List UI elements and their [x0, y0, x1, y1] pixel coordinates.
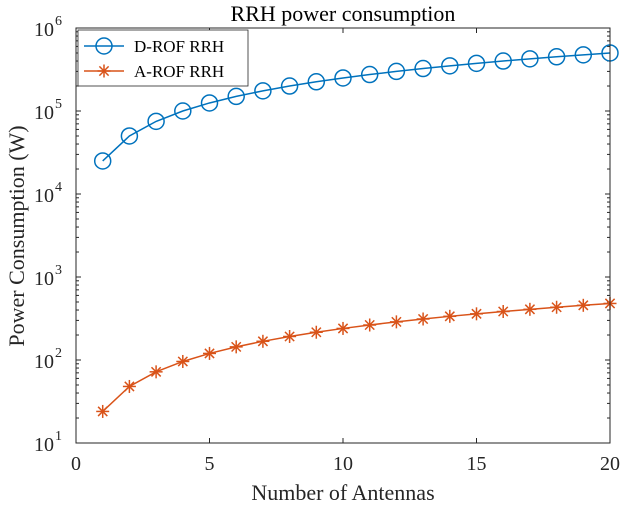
data-point-marker	[93, 152, 112, 170]
data-point-marker	[334, 69, 352, 87]
legend-label: A-ROF RRH	[134, 62, 224, 81]
data-point-marker	[387, 62, 406, 81]
data-point-marker	[309, 325, 323, 339]
data-point-marker	[283, 329, 297, 343]
data-point-marker	[467, 54, 486, 73]
data-point-marker	[97, 64, 111, 78]
data-point-marker	[414, 59, 432, 78]
legend: D-ROF RRH A-ROF RRH	[77, 29, 249, 87]
data-point-marker	[122, 379, 136, 393]
y-tick-label-exponent: 5	[55, 97, 62, 112]
data-point-marker	[360, 65, 379, 84]
series-line	[102, 52, 611, 162]
legend-box	[77, 29, 249, 87]
legend-label: D-ROF RRH	[134, 37, 224, 56]
x-tick-label: 10	[333, 453, 353, 475]
data-point-marker	[363, 318, 377, 332]
data-point-marker	[494, 52, 512, 70]
x-tick-label: 20	[600, 453, 620, 475]
y-tick-label-base: 10	[34, 434, 54, 456]
series-1	[96, 296, 617, 418]
data-point-marker	[227, 87, 245, 106]
y-tick-label-base: 10	[34, 102, 54, 124]
data-point-marker	[521, 50, 539, 68]
x-tick-label: 5	[205, 453, 215, 475]
y-tick-label-exponent: 3	[55, 263, 62, 278]
data-point-marker	[203, 346, 216, 360]
data-point-marker	[576, 298, 590, 312]
data-point-marker	[229, 340, 243, 354]
data-point-marker	[523, 302, 537, 316]
data-point-marker	[95, 37, 113, 55]
y-tick-label-base: 10	[34, 19, 54, 41]
y-tick-label-exponent: 1	[55, 429, 62, 444]
chart-title: RRH power consumption	[231, 1, 456, 26]
data-point-marker	[307, 73, 326, 91]
data-point-marker	[470, 307, 483, 321]
y-tick-label-exponent: 4	[55, 180, 62, 195]
x-tick-label: 15	[467, 453, 487, 475]
plot-frame	[75, 27, 611, 444]
y-axis-label: Power Consumption (W)	[4, 125, 29, 346]
data-point-marker	[147, 112, 165, 131]
data-point-marker	[176, 354, 190, 368]
data-point-marker	[443, 309, 457, 323]
y-tick-label-base: 10	[34, 351, 54, 373]
data-point-marker	[441, 57, 459, 75]
data-point-marker	[574, 46, 593, 64]
data-point-marker	[254, 82, 272, 100]
x-tick-label: 0	[71, 453, 81, 475]
y-tick-label-exponent: 6	[55, 14, 62, 29]
x-tick-labels: 0 5 10 15 20	[71, 453, 620, 475]
data-point-marker	[550, 300, 564, 314]
data-point-marker	[256, 334, 270, 348]
data-point-marker	[96, 404, 110, 418]
data-point-marker	[389, 315, 403, 329]
data-point-marker	[416, 312, 430, 326]
series-layer	[93, 44, 619, 418]
data-point-marker	[336, 321, 350, 335]
data-point-marker	[547, 48, 566, 66]
y-tick-label-base: 10	[34, 185, 54, 207]
plot-area	[76, 28, 610, 443]
x-axis-label: Number of Antennas	[251, 480, 434, 505]
y-tick-label-base: 10	[34, 268, 54, 290]
data-point-marker	[174, 102, 192, 120]
y-tick-label-exponent: 2	[55, 346, 62, 361]
data-point-marker	[200, 94, 219, 112]
data-point-marker	[120, 127, 139, 145]
data-point-marker	[280, 77, 299, 95]
data-point-marker	[149, 365, 163, 379]
data-point-marker	[496, 305, 510, 319]
